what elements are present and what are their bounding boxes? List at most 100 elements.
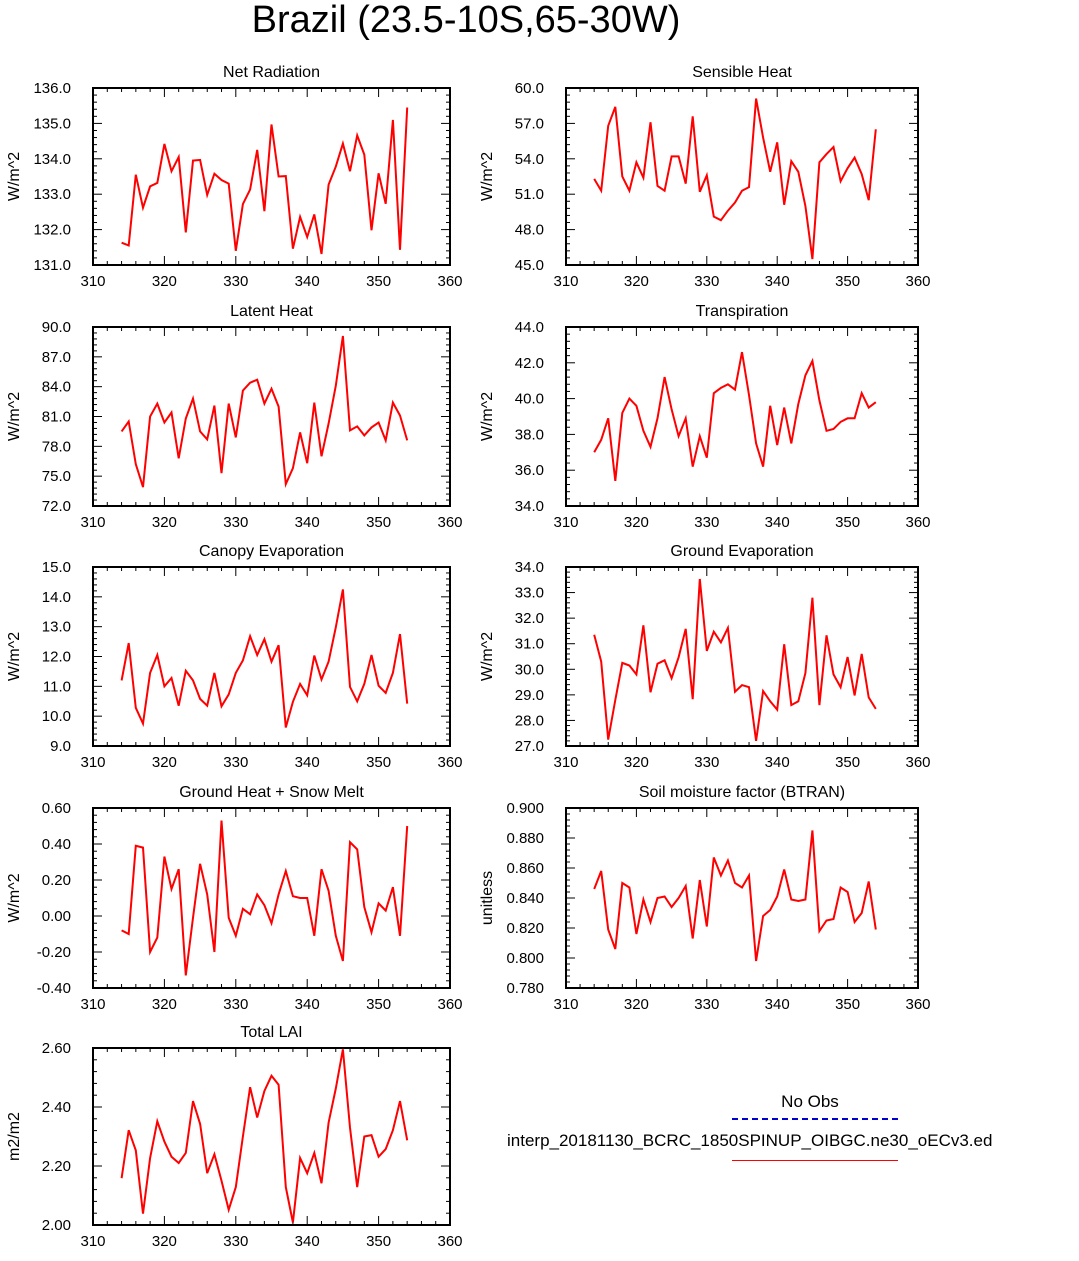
x-tick-label: 310 bbox=[80, 996, 105, 1013]
y-tick-label: 90.0 bbox=[42, 319, 71, 336]
x-tick-label: 330 bbox=[223, 996, 248, 1013]
x-tick-label: 360 bbox=[905, 514, 930, 531]
x-tick-label: 330 bbox=[694, 273, 719, 290]
x-tick-label: 350 bbox=[835, 996, 860, 1013]
figure-title: Brazil (23.5-10S,65-30W) bbox=[251, 0, 681, 41]
x-tick-label: 310 bbox=[553, 514, 578, 531]
y-tick-label: 2.60 bbox=[42, 1040, 71, 1057]
y-tick-label: 10.0 bbox=[42, 708, 71, 725]
legend-model-label: interp_20181130_BCRC_1850SPINUP_OIBGC.ne… bbox=[507, 1131, 993, 1150]
y-tick-label: 2.00 bbox=[42, 1217, 71, 1234]
y-tick-label: 0.900 bbox=[506, 800, 544, 817]
y-tick-label: 34.0 bbox=[515, 498, 544, 515]
y-tick-label: 0.800 bbox=[506, 950, 544, 967]
x-tick-label: 350 bbox=[366, 1233, 391, 1250]
y-tick-label: 0.60 bbox=[42, 800, 71, 817]
x-tick-label: 330 bbox=[223, 754, 248, 771]
x-tick-label: 320 bbox=[152, 1233, 177, 1250]
x-tick-label: 320 bbox=[152, 754, 177, 771]
y-tick-label: 132.0 bbox=[33, 222, 71, 239]
y-tick-label: 135.0 bbox=[33, 115, 71, 132]
chart-panel: Transpiration W/m^2 310 320 330 340 350 360 34.0… bbox=[479, 303, 931, 531]
chart-panel: Ground Heat + Snow Melt W/m^2 310 320 330 340… bbox=[6, 784, 463, 1013]
legend-obs-line bbox=[732, 1118, 898, 1120]
legend-obs-label: No Obs bbox=[781, 1092, 839, 1111]
x-tick-label: 360 bbox=[437, 996, 462, 1013]
y-tick-label: 32.0 bbox=[515, 610, 544, 627]
y-tick-label: 84.0 bbox=[42, 379, 71, 396]
y-tick-label: 57.0 bbox=[515, 115, 544, 132]
panel-title: Ground Heat + Snow Melt bbox=[179, 784, 364, 801]
y-tick-label: 30.0 bbox=[515, 661, 544, 678]
plot-frame bbox=[565, 326, 919, 507]
y-tick-label: 48.0 bbox=[515, 222, 544, 239]
x-tick-label: 340 bbox=[765, 996, 790, 1013]
x-tick-label: 360 bbox=[437, 1233, 462, 1250]
panel-title: Sensible Heat bbox=[692, 64, 792, 81]
y-tick-label: 11.0 bbox=[43, 678, 71, 695]
plot-frame bbox=[92, 87, 451, 266]
y-axis-label: unitless bbox=[479, 871, 496, 925]
x-tick-label: 360 bbox=[437, 754, 462, 771]
x-tick-label: 340 bbox=[295, 273, 320, 290]
x-tick-label: 350 bbox=[366, 514, 391, 531]
x-tick-label: 330 bbox=[223, 273, 248, 290]
y-tick-label: 87.0 bbox=[42, 349, 71, 366]
x-tick-label: 360 bbox=[437, 514, 462, 531]
x-tick-label: 320 bbox=[624, 273, 649, 290]
x-tick-label: 350 bbox=[366, 273, 391, 290]
y-tick-label: 28.0 bbox=[515, 712, 544, 729]
x-tick-label: 340 bbox=[295, 996, 320, 1013]
series-line bbox=[593, 98, 877, 260]
y-tick-label: 0.820 bbox=[506, 920, 544, 937]
panel-title: Latent Heat bbox=[230, 303, 313, 320]
y-tick-label: 12.0 bbox=[42, 649, 71, 666]
x-tick-label: 340 bbox=[765, 273, 790, 290]
y-tick-label: 0.40 bbox=[42, 836, 71, 853]
chart-panel: Sensible Heat W/m^2 310 320 330 340 350 360 45.0… bbox=[479, 64, 931, 290]
y-tick-label: 131.0 bbox=[33, 257, 71, 274]
chart-panel: Net Radiation W/m^2 310 320 330 340 350 360 131.… bbox=[6, 64, 463, 290]
x-tick-label: 330 bbox=[694, 514, 719, 531]
x-tick-label: 360 bbox=[905, 996, 930, 1013]
panel-title: Soil moisture factor (BTRAN) bbox=[639, 784, 845, 801]
x-tick-label: 310 bbox=[80, 273, 105, 290]
y-tick-label: 15.0 bbox=[42, 559, 71, 576]
series-line bbox=[593, 830, 877, 962]
y-tick-label: 81.0 bbox=[42, 409, 71, 426]
y-tick-label: 60.0 bbox=[515, 80, 544, 97]
plot-frame bbox=[92, 807, 451, 989]
x-tick-label: 310 bbox=[553, 996, 578, 1013]
x-tick-label: 350 bbox=[835, 514, 860, 531]
x-tick-label: 320 bbox=[152, 273, 177, 290]
x-tick-label: 320 bbox=[624, 514, 649, 531]
y-tick-label: 13.0 bbox=[42, 619, 71, 636]
x-tick-label: 360 bbox=[905, 273, 930, 290]
y-tick-label: 0.880 bbox=[506, 830, 544, 847]
series-line bbox=[593, 351, 877, 482]
y-axis-label: W/m^2 bbox=[479, 392, 496, 441]
y-axis-label: W/m^2 bbox=[479, 632, 496, 681]
y-tick-label: 72.0 bbox=[42, 498, 71, 515]
y-tick-label: 9.0 bbox=[50, 738, 71, 755]
chart-panel: Latent Heat W/m^2 310 320 330 340 350 360 72.0 75… bbox=[6, 303, 463, 531]
y-tick-label: 34.0 bbox=[515, 559, 544, 576]
y-tick-label: 54.0 bbox=[515, 151, 544, 168]
y-tick-label: 51.0 bbox=[515, 186, 544, 203]
x-tick-label: 320 bbox=[624, 754, 649, 771]
y-tick-label: 27.0 bbox=[515, 738, 544, 755]
x-tick-label: 330 bbox=[694, 754, 719, 771]
x-tick-label: 340 bbox=[295, 514, 320, 531]
panel-title: Ground Evaporation bbox=[670, 543, 813, 560]
x-tick-label: 340 bbox=[765, 754, 790, 771]
x-tick-label: 310 bbox=[80, 514, 105, 531]
plot-frame bbox=[565, 87, 919, 266]
y-tick-label: 42.0 bbox=[515, 355, 544, 372]
y-tick-label: 136.0 bbox=[33, 80, 71, 97]
chart-panel: Total LAI m2/m2 310 320 330 340 350 360 2.00 2.20… bbox=[6, 1024, 463, 1250]
y-tick-label: 0.20 bbox=[42, 872, 71, 889]
x-tick-label: 350 bbox=[366, 754, 391, 771]
y-axis-label: W/m^2 bbox=[6, 873, 23, 922]
series-line bbox=[121, 820, 409, 976]
panel-title: Transpiration bbox=[696, 303, 789, 320]
